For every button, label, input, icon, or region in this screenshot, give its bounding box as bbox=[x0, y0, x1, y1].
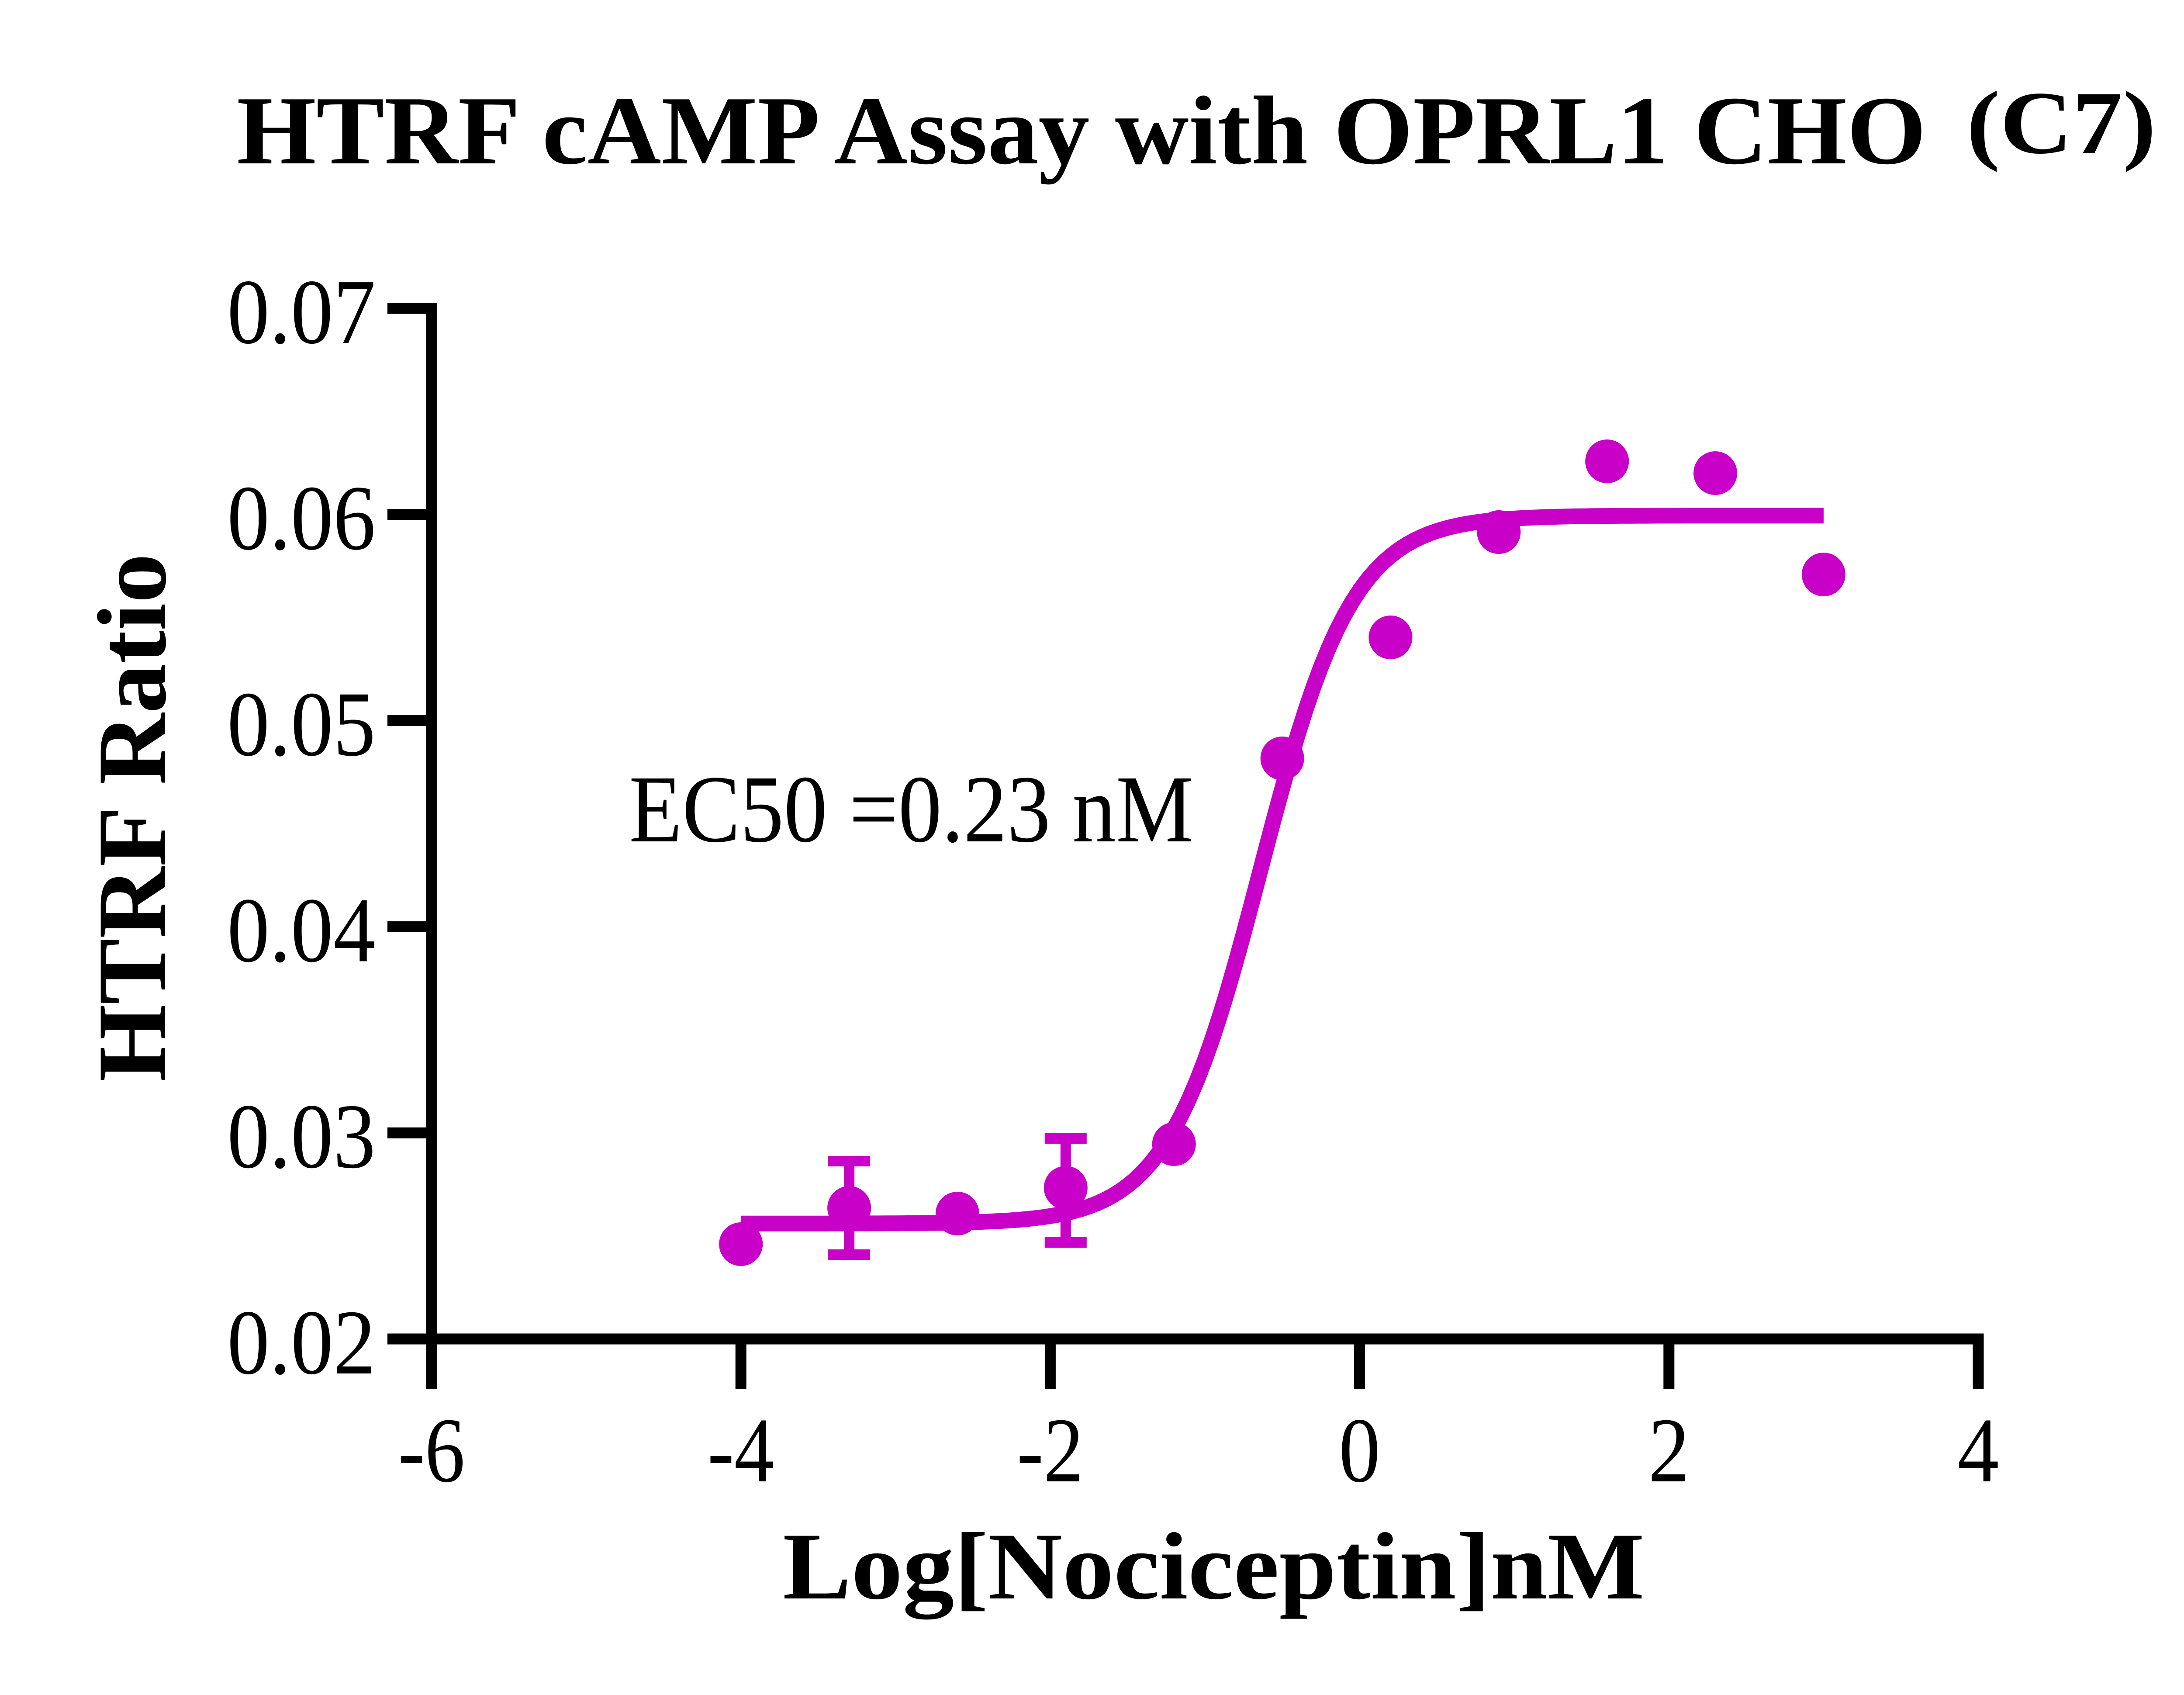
svg-text:0.04: 0.04 bbox=[227, 879, 376, 981]
svg-text:-6: -6 bbox=[398, 1399, 465, 1501]
svg-text:2: 2 bbox=[1648, 1399, 1690, 1501]
svg-text:0.03: 0.03 bbox=[227, 1085, 376, 1187]
svg-text:0.07: 0.07 bbox=[227, 260, 376, 363]
svg-text:HTRF cAMP Assay with OPRL1 CHO: HTRF cAMP Assay with OPRL1 CHO bbox=[237, 76, 1926, 185]
svg-text:(C7): (C7) bbox=[1966, 73, 2156, 173]
svg-text:0: 0 bbox=[1339, 1399, 1380, 1501]
svg-text:EC50 =0.23 nM: EC50 =0.23 nM bbox=[629, 756, 1193, 862]
svg-text:-2: -2 bbox=[1017, 1399, 1084, 1501]
svg-text:0.05: 0.05 bbox=[227, 673, 376, 775]
svg-text:HTRF Ratio: HTRF Ratio bbox=[77, 553, 187, 1082]
svg-text:0.06: 0.06 bbox=[227, 467, 376, 569]
svg-text:Log[Nociceptin]nM: Log[Nociceptin]nM bbox=[783, 1514, 1645, 1619]
svg-text:4: 4 bbox=[1958, 1399, 1999, 1501]
svg-text:0.02: 0.02 bbox=[227, 1291, 376, 1394]
svg-text:-4: -4 bbox=[708, 1399, 774, 1501]
